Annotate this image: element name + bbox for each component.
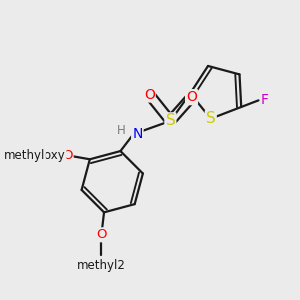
Text: O: O [62, 149, 73, 162]
Text: H: H [117, 124, 126, 137]
Text: methyl: methyl [4, 149, 45, 162]
Text: O: O [186, 90, 197, 104]
Text: S: S [166, 113, 175, 128]
Text: methyl2: methyl2 [77, 259, 126, 272]
Text: methoxy: methoxy [14, 149, 65, 162]
Text: O: O [96, 228, 106, 241]
Text: N: N [132, 127, 142, 141]
Text: O: O [144, 88, 155, 101]
Text: F: F [261, 93, 269, 107]
Text: S: S [206, 111, 216, 126]
